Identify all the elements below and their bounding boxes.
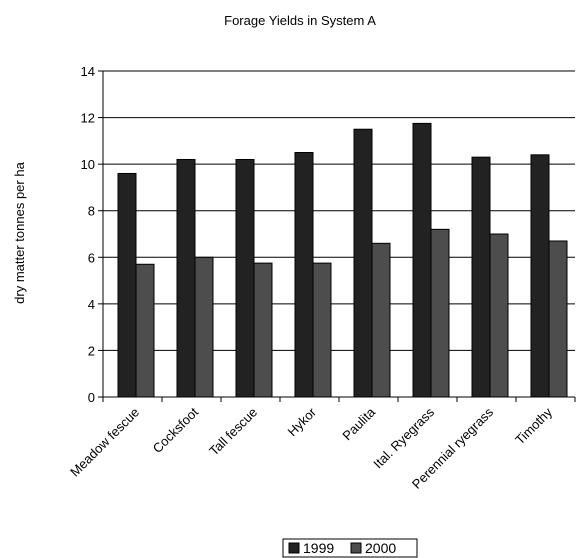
legend-label: 1999 [303,540,334,556]
x-tick-label: Paulita [339,404,378,443]
bar-2000-6 [489,233,509,398]
bar-2000-1 [194,256,214,398]
y-tick-label: 2 [88,343,95,358]
legend-swatch-1999 [288,542,300,554]
bar-2000-7 [548,240,568,398]
x-tick-label: Tall fescue [206,405,260,459]
bar-2000-3 [312,262,332,398]
x-tick-label: Meadow fescue [67,405,142,480]
y-tick-label: 4 [88,297,95,312]
y-tick-label: 14 [81,64,95,79]
axes [98,70,576,402]
legend: 1999 2000 [282,538,418,558]
legend-label: 2000 [365,540,396,556]
legend-swatch-2000 [350,542,362,554]
bar-1999-3 [294,152,314,398]
bar-1999-4 [353,128,373,398]
y-tick-label: 10 [81,157,95,172]
bars [117,122,568,398]
legend-box [282,538,418,558]
bar-1999-2 [235,158,255,398]
x-tick-label: Timothy [512,404,555,447]
bar-1999-6 [471,156,491,398]
bar-1999-7 [530,154,550,398]
bar-2000-4 [371,242,391,398]
y-tick-label: 0 [88,390,95,405]
x-tick-label: Cocksfoot [150,404,202,456]
y-tick-label: 6 [88,250,95,265]
x-tick-labels: Meadow fescue Cocksfoot Tall fescue Hykor Pa… [67,404,555,492]
bar-2000-0 [135,263,155,398]
bar-1999-0 [117,172,137,398]
y-axis-label: dry matter tonnes per ha [12,161,27,303]
bar-1999-5 [412,122,432,398]
bar-2000-2 [253,262,273,398]
bar-1999-1 [176,158,196,398]
y-tick-label: 8 [88,204,95,219]
y-tick-label: 12 [81,111,95,126]
chart-title: Forage Yields in System A [224,13,376,28]
y-tick-labels: 0 2 4 6 8 10 12 14 [81,64,95,405]
bar-2000-5 [430,228,450,398]
x-tick-label: Hykor [285,404,320,439]
